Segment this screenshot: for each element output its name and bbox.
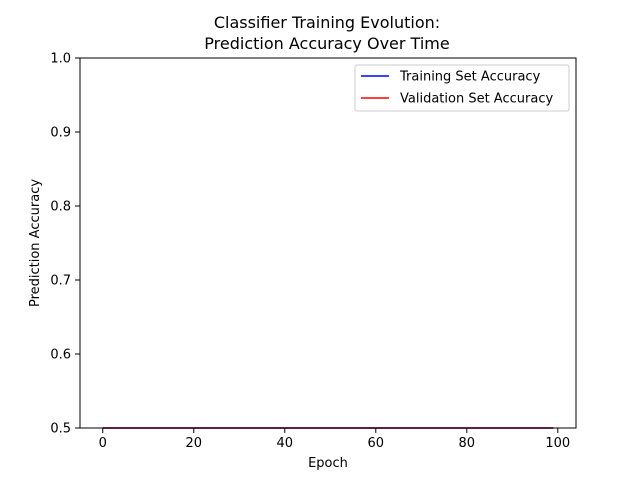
y-axis-ticks: 0.5 0.6 0.7 0.8 0.9 1.0: [50, 52, 80, 437]
x-tick-label: 0: [99, 436, 107, 451]
x-tick-label: 60: [368, 436, 385, 451]
legend-entries: Training Set Accuracy Validation Set Accu…: [361, 70, 553, 107]
chart-title: Classifier Training Evolution: Predictio…: [204, 13, 449, 53]
chart-title-line-2: Prediction Accuracy Over Time: [204, 34, 449, 53]
y-tick-label: 0.6: [50, 348, 71, 363]
y-tick-label: 0.8: [50, 200, 71, 215]
legend-label: Training Set Accuracy: [399, 70, 541, 85]
chart-title-line-1: Classifier Training Evolution:: [214, 13, 440, 32]
legend-label: Validation Set Accuracy: [400, 92, 553, 107]
y-tick-label: 0.7: [50, 274, 71, 289]
y-tick-label: 1.0: [50, 52, 71, 67]
x-tick-label: 80: [459, 436, 476, 451]
legend: Training Set Accuracy Validation Set Accu…: [354, 64, 570, 112]
x-axis-ticks: 0 20 40 60 80 100: [99, 428, 570, 451]
legend-box: [354, 64, 570, 112]
x-axis-label: Epoch: [308, 456, 348, 471]
x-tick-label: 100: [545, 436, 570, 451]
x-tick-label: 40: [276, 436, 293, 451]
plot-frame: [79, 57, 577, 429]
y-axis-label: Prediction Accuracy: [28, 179, 43, 307]
x-tick-label: 20: [185, 436, 202, 451]
y-tick-label: 0.5: [50, 422, 71, 437]
y-tick-label: 0.9: [50, 126, 71, 141]
